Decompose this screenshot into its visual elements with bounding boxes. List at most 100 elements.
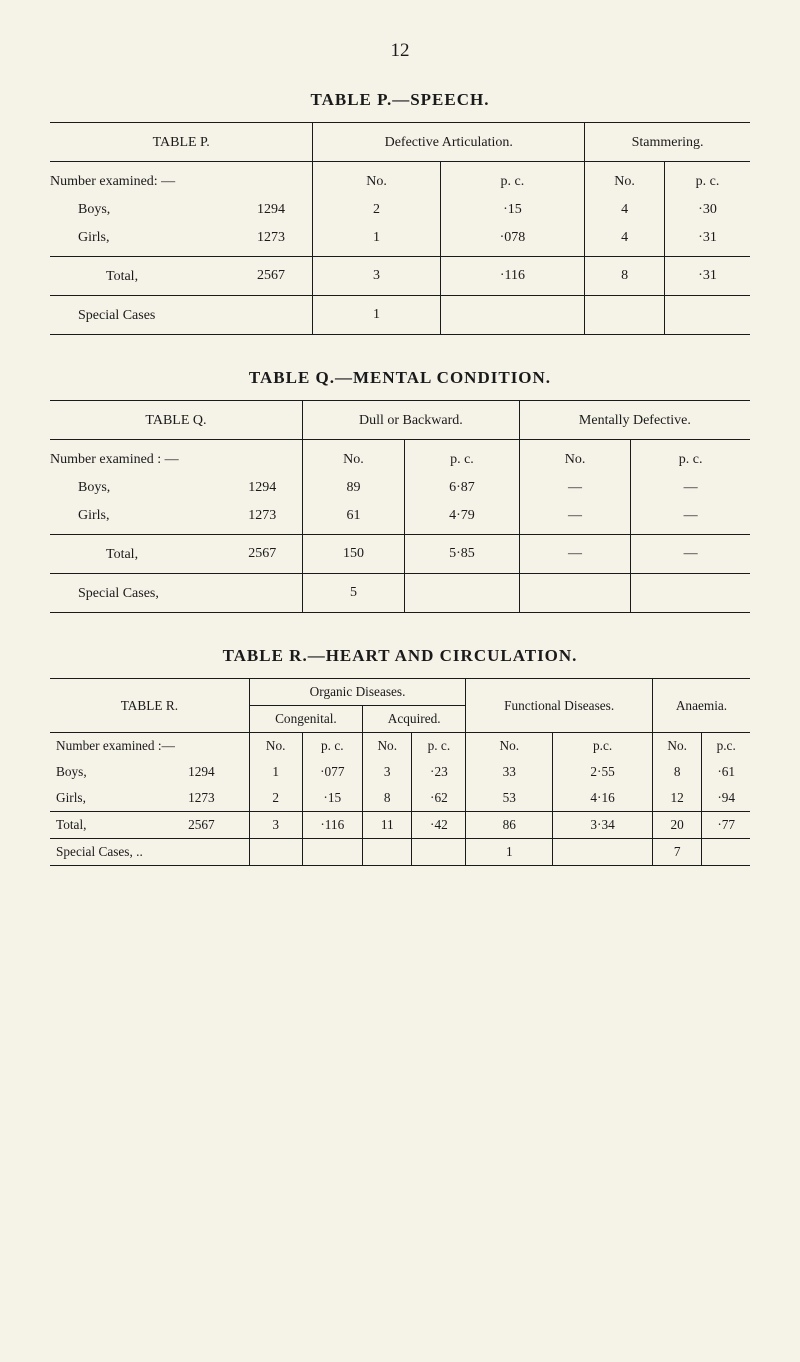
cell: 4·16 [553,785,653,812]
cell: ·15 [440,196,584,224]
row-n: 1273 [223,502,303,535]
subheader: p. c. [631,440,750,475]
col-group-dull: Dull or Backward. [302,401,519,440]
cell: ·77 [702,812,750,839]
cell: 1 [313,296,440,335]
cell: 4 [585,196,665,224]
table-r-title: TABLE R. [50,679,249,733]
cell: ·31 [665,224,750,257]
subheader: No. [313,162,440,197]
cell: ·42 [412,812,466,839]
cell: ·15 [302,785,363,812]
cell [440,296,584,335]
subheader: p. c. [412,733,466,760]
col-group-congenital: Congenital. [249,706,362,733]
cell: 89 [302,474,404,502]
total-n: 2567 [154,812,249,839]
special-label: Special Cases [50,296,313,335]
cell: ·078 [440,224,584,257]
col-group-functional: Functional Diseases. [466,679,653,733]
special-label: Special Cases, [50,574,302,613]
cell [702,839,750,866]
cell: ·61 [702,759,750,785]
subheader: p. c. [302,733,363,760]
cell [665,296,750,335]
cell: ·94 [702,785,750,812]
row-label: Girls, [50,502,223,535]
cell: ·30 [665,196,750,224]
cell: 2 [249,785,302,812]
col-group-mentally-def: Mentally Defective. [519,401,750,440]
cell: 20 [652,812,701,839]
cell: 8 [363,785,412,812]
subheader: No. [466,733,553,760]
table-r: TABLE R. Organic Diseases. Functional Di… [50,678,750,867]
cell [405,574,520,613]
cell: 1 [313,224,440,257]
table-p-heading: TABLE P.—SPEECH. [50,90,750,110]
cell [302,839,363,866]
cell: 1 [466,839,553,866]
row-n: 1294 [230,196,313,224]
cell [519,574,630,613]
cell: 7 [652,839,701,866]
cell: — [631,502,750,535]
cell: 33 [466,759,553,785]
subheader: p.c. [702,733,750,760]
subheader: p.c. [553,733,653,760]
row-label: Boys, [50,474,223,502]
row-n: 1294 [223,474,303,502]
col-group-anaemia: Anaemia. [652,679,750,733]
total-label: Total, [50,257,230,296]
cell: ·116 [302,812,363,839]
cell: ·62 [412,785,466,812]
total-n: 2567 [230,257,313,296]
cell: 6·87 [405,474,520,502]
subheader: p. c. [405,440,520,475]
row-n: 1273 [230,224,313,257]
cell: 3 [363,759,412,785]
subheader: No. [363,733,412,760]
subheader: No. [652,733,701,760]
row-label: Boys, [50,196,230,224]
cell [585,296,665,335]
subheader: p. c. [440,162,584,197]
cell: 1 [249,759,302,785]
subheader: No. [585,162,665,197]
cell: 3 [313,257,440,296]
cell: — [631,474,750,502]
total-label: Total, [50,812,154,839]
cell: 150 [302,535,404,574]
total-label: Total, [50,535,223,574]
cell [363,839,412,866]
cell: — [631,535,750,574]
section-label: Number examined : — [50,440,302,475]
cell: — [519,474,630,502]
cell: 12 [652,785,701,812]
section-label: Number examined :— [50,733,249,760]
cell: ·23 [412,759,466,785]
cell: 2 [313,196,440,224]
row-n: 1294 [154,759,249,785]
cell: 61 [302,502,404,535]
cell: — [519,502,630,535]
cell: 5·85 [405,535,520,574]
col-group-stammering: Stammering. [585,123,750,162]
row-n: 1273 [154,785,249,812]
cell: ·116 [440,257,584,296]
table-q: TABLE Q. Dull or Backward. Mentally Defe… [50,400,750,614]
subheader: p. c. [665,162,750,197]
table-q-title: TABLE Q. [50,401,302,440]
subheader: No. [302,440,404,475]
cell: 4·79 [405,502,520,535]
total-n: 2567 [223,535,303,574]
cell [412,839,466,866]
cell: 53 [466,785,553,812]
table-p: TABLE P. Defective Articulation. Stammer… [50,122,750,336]
cell [631,574,750,613]
cell: 8 [585,257,665,296]
cell: 86 [466,812,553,839]
cell: — [519,535,630,574]
subheader: No. [519,440,630,475]
cell: 3 [249,812,302,839]
